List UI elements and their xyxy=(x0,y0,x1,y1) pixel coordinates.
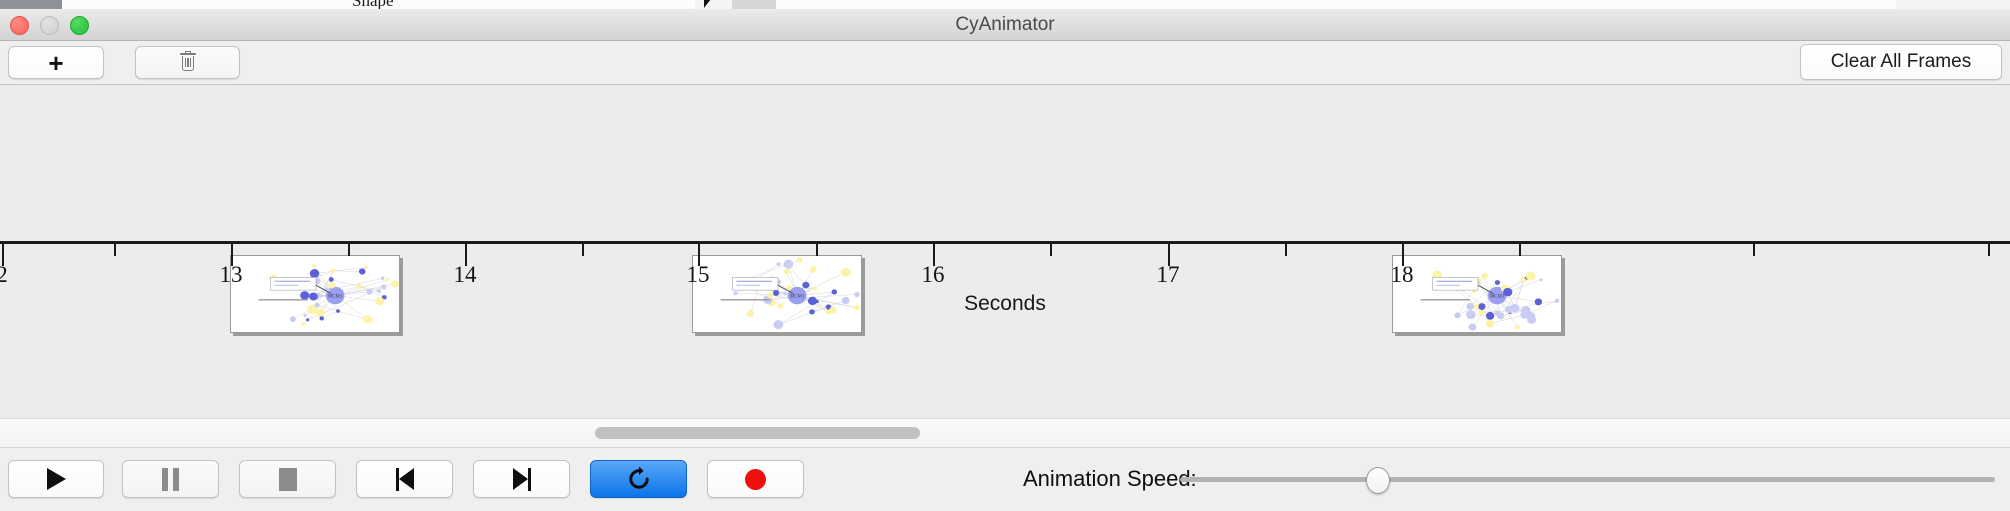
axis-tick-minor xyxy=(1050,244,1052,256)
trash-icon xyxy=(180,53,196,72)
window-title: CyAnimator xyxy=(0,9,2010,40)
axis-tick-minor xyxy=(1988,244,1990,256)
axis-tick-minor xyxy=(348,244,350,256)
skip-next-button[interactable] xyxy=(473,460,570,498)
loop-icon xyxy=(626,466,652,492)
play-button[interactable] xyxy=(8,460,104,498)
axis-tick-minor xyxy=(582,244,584,256)
stop-button xyxy=(239,460,336,498)
animation-speed-slider-knob[interactable] xyxy=(1366,467,1390,494)
skip-next-icon xyxy=(513,468,531,491)
loop-button[interactable] xyxy=(590,460,687,498)
toolbar: + Clear All Frames xyxy=(0,41,2010,85)
delete-frame-button[interactable] xyxy=(135,46,240,79)
animation-speed-label: Animation Speed: xyxy=(1023,460,1197,498)
cursor-arrow-icon xyxy=(704,0,711,8)
clear-all-frames-button[interactable]: Clear All Frames xyxy=(1800,44,2002,80)
pause-button xyxy=(122,460,219,498)
timeline-axis xyxy=(0,241,2010,244)
axis-tick-minor xyxy=(1285,244,1287,256)
axis-tick-label: 13 xyxy=(220,262,243,288)
clear-all-frames-label: Clear All Frames xyxy=(1831,51,1971,73)
stop-icon xyxy=(279,468,297,491)
axis-tick-minor xyxy=(114,244,116,256)
axis-tick-label: 17 xyxy=(1157,262,1180,288)
pause-icon xyxy=(162,468,179,491)
axis-tick-minor xyxy=(816,244,818,256)
record-button[interactable] xyxy=(707,460,804,498)
axis-tick-label: 18 xyxy=(1391,262,1414,288)
axis-title: Seconds xyxy=(0,292,2010,316)
record-icon xyxy=(745,469,766,490)
axis-tick-label: 15 xyxy=(687,262,710,288)
axis-tick-minor xyxy=(1519,244,1521,256)
title-bar[interactable]: CyAnimator xyxy=(0,9,2010,41)
scrollbar-thumb[interactable] xyxy=(595,427,920,439)
axis-tick-label: 16 xyxy=(922,262,945,288)
animation-speed-slider[interactable] xyxy=(1180,477,1995,482)
playback-control-bar: Animation Speed: xyxy=(0,447,2010,511)
axis-tick-label: 2 xyxy=(0,262,8,288)
skip-previous-icon xyxy=(396,468,414,491)
play-icon xyxy=(47,468,66,490)
axis-tick-minor xyxy=(1753,244,1755,256)
timeline-scrollbar[interactable] xyxy=(0,418,2010,448)
add-frame-button[interactable]: + xyxy=(8,46,104,79)
skip-previous-button[interactable] xyxy=(356,460,453,498)
axis-tick-label: 14 xyxy=(454,262,477,288)
